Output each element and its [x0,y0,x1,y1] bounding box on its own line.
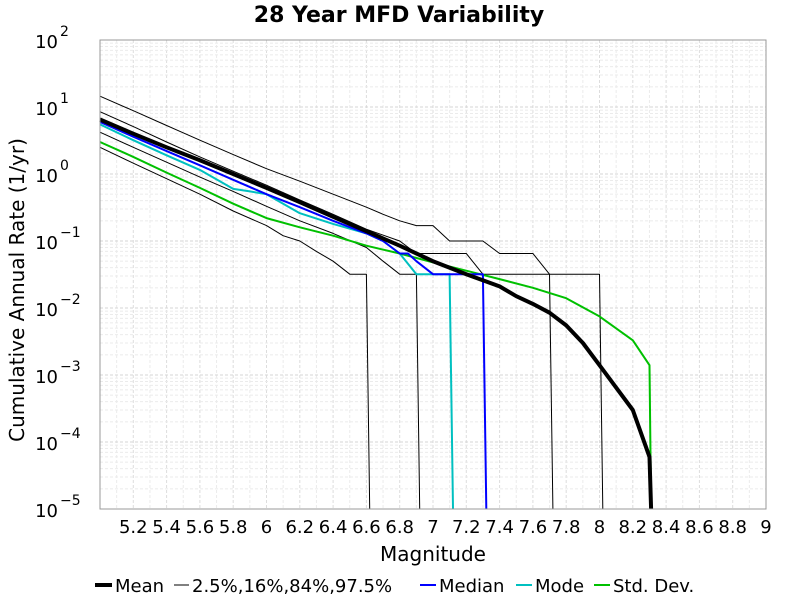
x-tick-label: 7.8 [552,517,581,538]
chart-title: 28 Year MFD Variability [254,3,544,28]
series-line-2-5-16-84-97-5 [99,146,371,510]
plot-frame [99,39,767,510]
x-tick-label: 8.4 [652,517,681,538]
y-tick-exponent: 1 [60,91,69,107]
x-tick-label: 6.8 [385,517,414,538]
x-tick-label: 7 [427,517,438,538]
x-tick-label: 7.6 [519,517,548,538]
x-tick-label: 8 [594,517,605,538]
x-tick-label: 8.8 [718,517,747,538]
x-tick-label: 6 [261,517,272,538]
x-tick-label: 7.4 [485,517,514,538]
legend: Mean 2.5%,16%,84%,97.5% Median Mode Std. Dev… [95,576,694,597]
y-tick-exponent: −4 [60,426,81,442]
y-tick-exponent: −1 [60,225,81,241]
x-tick-label: 8.2 [618,517,647,538]
x-tick-label: 5.6 [186,517,215,538]
x-tick-label: 9 [760,517,771,538]
y-tick-exponent: −5 [60,493,81,509]
x-tick-label: 8.6 [685,517,714,538]
x-tick-label: 5.4 [152,517,181,538]
y-tick-label: 10 [35,233,58,254]
series-line-2-5-16-84-97-5 [99,131,421,510]
x-tick-label: 5.2 [119,517,148,538]
grid [100,40,767,510]
x-tick-label: 6.6 [352,517,381,538]
x-axis-label: Magnitude [380,542,486,566]
series-line-median [99,120,488,510]
series-line-mode [99,123,454,510]
series-line-2-5-16-84-97-5 [99,95,604,510]
y-tick-label: 10 [35,501,58,522]
legend-label-mode: Mode [535,576,584,597]
x-ticks: 5.2 5.4 5.6 5.8 6 6.2 6.4 6.6 6.8 7 7.2 7.4 7.6 7.8 8 8… [119,517,772,538]
x-tick-label: 7.2 [452,517,481,538]
y-tick-label: 10 [35,367,58,388]
legend-label-mean: Mean [115,576,164,597]
y-tick-label: 10 [35,166,58,187]
y-tick-exponent: −3 [60,359,81,375]
legend-label-median: Median [439,576,504,597]
y-axis-label: Cumulative Annual Rate (1/yr) [5,138,29,442]
series-line-2-5-16-84-97-5 [99,111,554,510]
y-tick-label: 10 [35,99,58,120]
y-tick-label: 10 [35,32,58,53]
x-tick-label: 6.4 [319,517,348,538]
y-tick-exponent: −2 [60,292,81,308]
legend-label-2-5-16-84-97-5: 2.5%,16%,84%,97.5% [192,576,392,597]
series-line-mean [99,117,654,510]
x-tick-label: 6.2 [285,517,314,538]
series-layer [99,95,654,510]
y-tick-exponent: 0 [60,158,69,174]
x-tick-label: 5.8 [219,517,248,538]
y-tick-label: 10 [35,300,58,321]
y-tick-label: 10 [35,434,58,455]
legend-label-std-dev: Std. Dev. [613,576,694,597]
y-tick-exponent: 2 [60,24,69,40]
